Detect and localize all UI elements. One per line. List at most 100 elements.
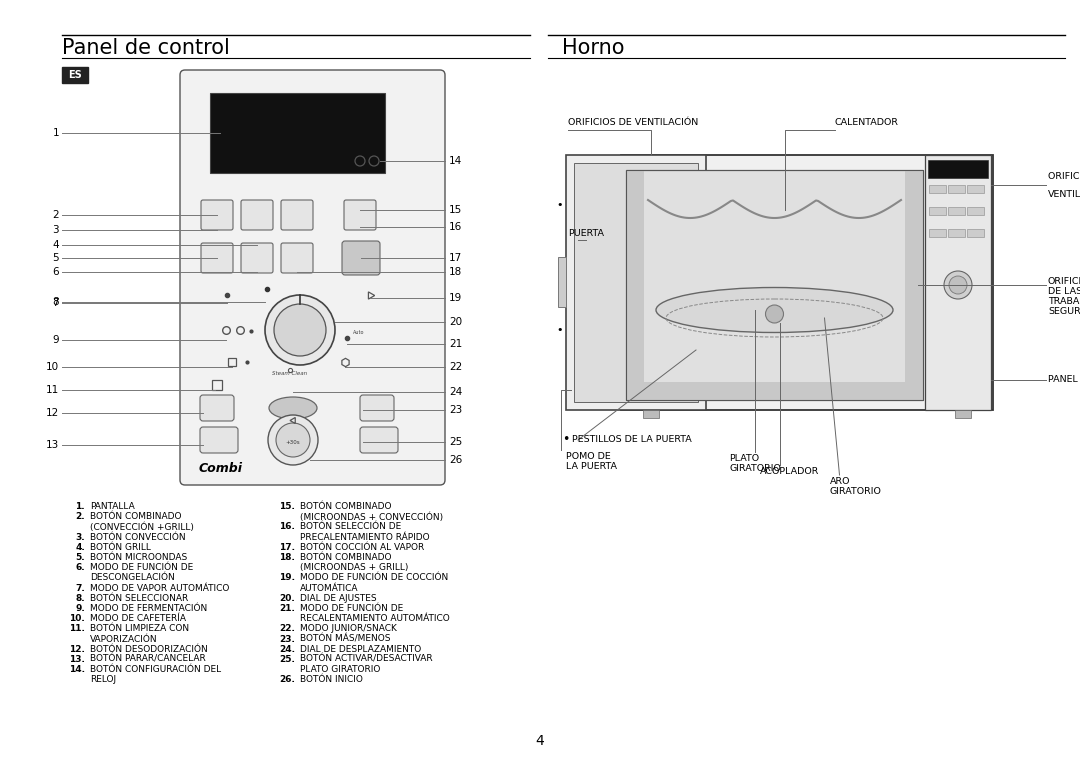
Text: ORIFICIOS: ORIFICIOS xyxy=(1048,277,1080,286)
Text: PRECALENTAMIENTO RÁPIDO: PRECALENTAMIENTO RÁPIDO xyxy=(300,533,430,542)
Text: 5.: 5. xyxy=(76,553,85,562)
Text: 4.: 4. xyxy=(76,542,85,552)
Text: 8.: 8. xyxy=(76,594,85,603)
Text: 11.: 11. xyxy=(69,624,85,633)
Bar xyxy=(703,191,708,199)
Text: 24: 24 xyxy=(449,387,462,397)
FancyBboxPatch shape xyxy=(345,200,376,230)
FancyBboxPatch shape xyxy=(241,200,273,230)
Bar xyxy=(967,185,984,193)
FancyBboxPatch shape xyxy=(200,395,234,421)
Ellipse shape xyxy=(656,288,893,333)
FancyBboxPatch shape xyxy=(201,243,233,273)
FancyBboxPatch shape xyxy=(200,427,238,453)
Text: BOTÓN INICIO: BOTÓN INICIO xyxy=(300,675,363,684)
Text: 17.: 17. xyxy=(279,542,295,552)
Circle shape xyxy=(265,295,335,365)
Text: BOTÓN COMBINADO: BOTÓN COMBINADO xyxy=(90,512,181,521)
Text: 25: 25 xyxy=(449,437,462,447)
Text: 13: 13 xyxy=(45,440,59,450)
Text: VAPORIZACIÓN: VAPORIZACIÓN xyxy=(90,635,158,644)
Text: 4: 4 xyxy=(52,240,59,250)
Text: 18: 18 xyxy=(449,267,462,277)
Bar xyxy=(703,366,708,374)
Text: 6.: 6. xyxy=(76,563,85,572)
Text: (CONVECCIÓN +GRILL): (CONVECCIÓN +GRILL) xyxy=(90,523,194,532)
Text: MODO DE FUNCIÓN DE COCCIÓN: MODO DE FUNCIÓN DE COCCIÓN xyxy=(300,574,448,582)
Text: MODO JUNIOR/SNACK: MODO JUNIOR/SNACK xyxy=(300,624,396,633)
Text: +30s: +30s xyxy=(286,439,300,445)
Bar xyxy=(967,229,984,237)
Text: BOTÓN MICROONDAS: BOTÓN MICROONDAS xyxy=(90,553,187,562)
Text: 23: 23 xyxy=(449,405,462,415)
Text: 26: 26 xyxy=(449,455,462,465)
Bar xyxy=(929,229,946,237)
Text: ES: ES xyxy=(68,70,82,80)
Text: BOTÓN CONFIGURACIÓN DEL: BOTÓN CONFIGURACIÓN DEL xyxy=(90,665,221,674)
Text: BOTÓN DESODORIZACIÓN: BOTÓN DESODORIZACIÓN xyxy=(90,645,207,654)
Text: 19: 19 xyxy=(449,293,462,303)
Text: SEGURIDAD: SEGURIDAD xyxy=(1048,307,1080,316)
Text: ORIFICIOS DE: ORIFICIOS DE xyxy=(1048,172,1080,181)
Circle shape xyxy=(944,271,972,299)
Text: Steam Clean: Steam Clean xyxy=(272,371,308,376)
FancyBboxPatch shape xyxy=(62,67,87,83)
Bar xyxy=(626,170,644,400)
Text: 13.: 13. xyxy=(69,655,85,664)
Text: BOTÓN MÁS/MENOS: BOTÓN MÁS/MENOS xyxy=(300,635,391,644)
Text: DE LAS: DE LAS xyxy=(1048,287,1080,296)
Text: LA PUERTA: LA PUERTA xyxy=(566,462,617,471)
FancyBboxPatch shape xyxy=(342,241,380,275)
Text: 21: 21 xyxy=(449,339,462,349)
Circle shape xyxy=(268,415,318,465)
Circle shape xyxy=(949,276,967,294)
Text: BOTÓN COMBINADO: BOTÓN COMBINADO xyxy=(300,553,391,562)
Bar xyxy=(905,170,923,400)
Text: 7: 7 xyxy=(52,298,59,308)
Text: BOTÓN LIMPIEZA CON: BOTÓN LIMPIEZA CON xyxy=(90,624,189,633)
Text: 19.: 19. xyxy=(279,574,295,582)
Bar xyxy=(924,155,991,410)
Text: 16: 16 xyxy=(449,222,462,232)
Text: 25.: 25. xyxy=(279,655,295,664)
Text: BOTÓN COCCIÓN AL VAPOR: BOTÓN COCCIÓN AL VAPOR xyxy=(300,542,424,552)
Text: DIAL DE DESPLAZAMIENTO: DIAL DE DESPLAZAMIENTO xyxy=(300,645,421,654)
Text: GIRATORIO: GIRATORIO xyxy=(729,464,781,473)
Text: 22.: 22. xyxy=(279,624,295,633)
FancyBboxPatch shape xyxy=(241,243,273,273)
Bar xyxy=(210,93,384,173)
Text: 21.: 21. xyxy=(279,604,295,613)
Text: BOTÓN CONVECCIÓN: BOTÓN CONVECCIÓN xyxy=(90,533,186,542)
Text: PESTILLOS DE LA PUERTA: PESTILLOS DE LA PUERTA xyxy=(572,436,692,445)
Text: 6: 6 xyxy=(52,267,59,277)
FancyBboxPatch shape xyxy=(360,427,399,453)
Text: 14.: 14. xyxy=(69,665,85,674)
Ellipse shape xyxy=(269,397,318,419)
Text: AUTOMÁTICA: AUTOMÁTICA xyxy=(300,584,359,593)
Text: 23.: 23. xyxy=(279,635,295,644)
Bar xyxy=(626,170,923,400)
Text: PANTALLA: PANTALLA xyxy=(90,502,135,511)
Text: 9: 9 xyxy=(52,335,59,345)
Text: (MICROONDAS + GRILL): (MICROONDAS + GRILL) xyxy=(300,563,408,572)
Bar xyxy=(948,207,966,215)
Text: 9.: 9. xyxy=(76,604,85,613)
Text: MODO DE FERMENTACIÓN: MODO DE FERMENTACIÓN xyxy=(90,604,207,613)
Text: 15.: 15. xyxy=(279,502,295,511)
Text: 24.: 24. xyxy=(279,645,295,654)
Text: GIRATORIO: GIRATORIO xyxy=(829,487,881,496)
Bar xyxy=(929,185,946,193)
Bar xyxy=(621,155,993,410)
Text: 15: 15 xyxy=(449,205,462,215)
Text: BOTÓN GRILL: BOTÓN GRILL xyxy=(90,542,151,552)
Text: MODO DE FUNCIÓN DE: MODO DE FUNCIÓN DE xyxy=(300,604,403,613)
Text: 20.: 20. xyxy=(280,594,295,603)
Text: BOTÓN PARAR/CANCELAR: BOTÓN PARAR/CANCELAR xyxy=(90,655,206,664)
Text: 8: 8 xyxy=(52,297,59,307)
Text: Auto: Auto xyxy=(353,330,365,334)
Text: Horno: Horno xyxy=(562,38,624,58)
Text: PLATO: PLATO xyxy=(729,454,759,463)
Text: 17: 17 xyxy=(449,253,462,263)
Text: MODO DE CAFETERÍA: MODO DE CAFETERÍA xyxy=(90,614,186,623)
FancyBboxPatch shape xyxy=(281,200,313,230)
